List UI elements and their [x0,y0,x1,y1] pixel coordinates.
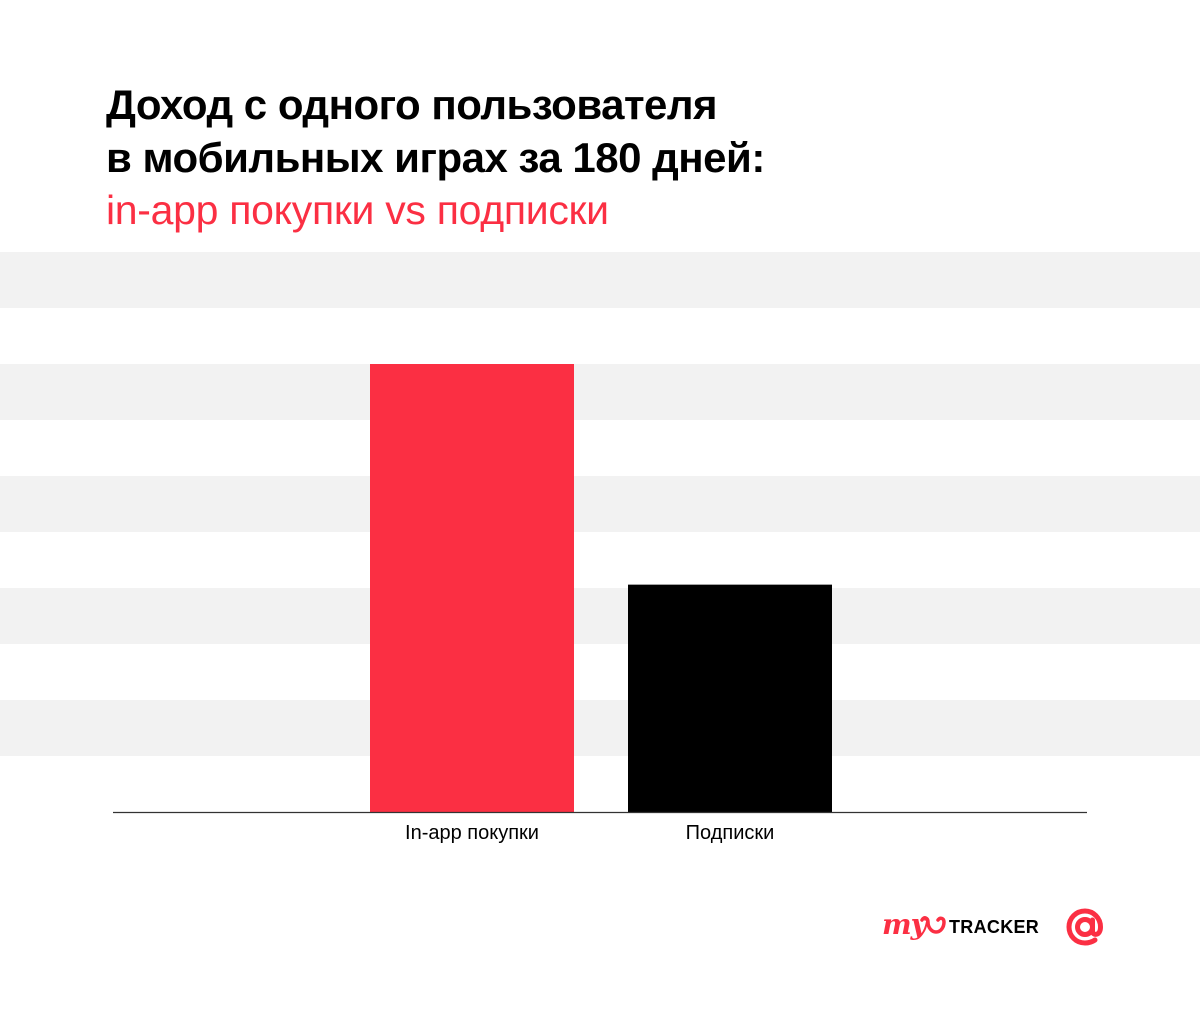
grid-band [0,476,1200,532]
mytracker-logo-word: TRACKER [949,917,1040,937]
x-tick-label-1: In-app покупки [405,822,539,844]
bar-2 [628,584,832,812]
bars [370,364,832,812]
grid-band [0,588,1200,644]
chart-title-block: Доход с одного пользователя в мобильных … [106,78,1106,237]
mytracker-logo-my: my [882,908,927,941]
bar-chart: In-app покупки Подписки [0,252,1200,844]
grid-bands [0,252,1200,756]
x-tick-label-2: Подписки [686,822,775,844]
grid-band [0,700,1200,756]
at-sign-logo-icon [1066,908,1104,946]
x-tick-labels: In-app покупки Подписки [405,822,774,844]
chart-subtitle: in-app покупки vs подписки [106,187,609,233]
grid-band [0,252,1200,308]
chart-title-line-1: Доход с одного пользователя [106,81,718,128]
chart-title-line-2: в мобильных играх за 180 дней: [106,134,765,181]
mytracker-smile-icon [920,916,946,934]
grid-band [0,364,1200,420]
bar-1 [370,364,574,812]
mytracker-logo: my TRACKER [882,908,1042,948]
